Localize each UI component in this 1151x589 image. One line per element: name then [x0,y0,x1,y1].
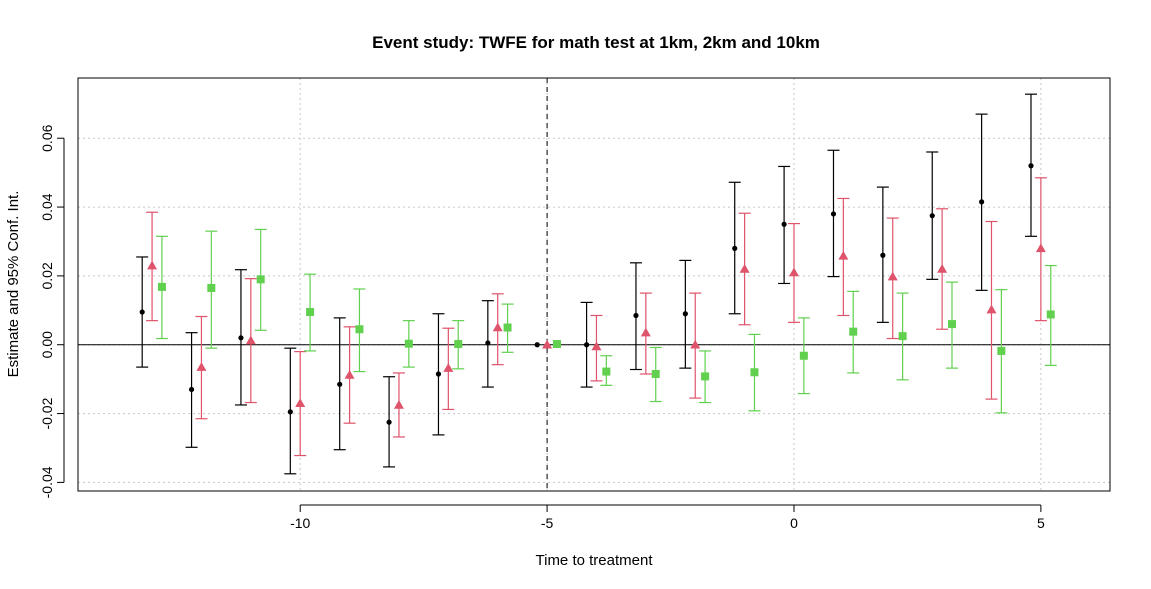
point-estimate [238,335,244,341]
plot-frame [77,77,1111,492]
y-tick-label: 0.00 [39,331,55,358]
point-estimate [147,260,158,270]
point-estimate [337,381,343,387]
point-estimate [739,264,750,273]
point-estimate [404,339,413,348]
point-estimate [682,311,688,317]
point-estimate [1028,163,1034,169]
point-estimate [188,386,195,393]
point-estimate [386,419,392,425]
point-estimate [986,304,997,314]
point-estimate [393,399,404,409]
point-estimate [256,275,265,284]
reference-lines [78,78,1110,491]
point-estimate [997,346,1006,355]
y-tick-label: 0.04 [39,193,55,220]
y-tick-label: -0.02 [39,397,55,429]
point-estimate [207,283,216,292]
point-estimate [443,363,454,372]
series-layer [136,93,1057,475]
point-estimate [732,245,738,251]
y-tick-label: 0.02 [39,262,55,289]
point-estimate [701,372,710,381]
point-estimate [295,398,306,407]
grid [78,78,1110,491]
point-estimate [979,199,985,205]
point-estimate [196,362,207,371]
point-estimate [898,332,907,341]
y-axis-label: Estimate and 95% Conf. Int. [5,191,22,378]
point-estimate [157,282,166,291]
point-estimate [485,340,491,346]
x-axis-label: Time to treatment [536,552,654,569]
x-tick-label: 5 [1037,515,1045,531]
point-estimate [602,367,611,376]
point-estimate [542,339,553,349]
y-tick-label: 0.06 [39,124,55,151]
point-estimate [781,221,787,227]
x-tick-label: 0 [790,515,798,531]
point-estimate [838,250,849,260]
x-tick-label: -10 [290,515,310,531]
point-estimate [651,369,660,378]
point-estimate [788,267,799,277]
point-estimate [435,371,442,377]
point-estimate [633,312,639,319]
point-estimate [799,351,808,360]
axes: -10 -5 0 5 -0.04 -0.02 0.00 0.02 0.04 0.06 [39,124,1045,531]
point-estimate [287,409,293,415]
point-estimate [640,327,651,337]
point-estimate [454,340,463,349]
point-estimate [830,211,837,217]
point-estimate [492,322,503,332]
point-estimate [1046,310,1055,319]
point-estimate [750,368,759,377]
chart-title: Event study: TWFE for math test at 1km, … [372,33,820,52]
y-tick-label: -0.04 [39,466,55,498]
point-estimate [880,252,886,258]
point-estimate [245,335,256,345]
x-tick-label: -5 [541,515,554,531]
point-estimate [306,308,315,317]
point-estimate [690,339,701,349]
point-estimate [1035,243,1046,253]
point-estimate [552,340,561,349]
point-estimate [583,342,590,348]
point-estimate [591,341,602,351]
point-estimate [849,327,858,336]
point-estimate [344,370,355,379]
point-estimate [139,309,145,315]
point-estimate [947,320,956,329]
point-estimate [534,342,540,348]
point-estimate [887,271,898,281]
point-estimate [503,323,512,332]
point-estimate [355,325,364,334]
point-estimate [929,213,935,219]
point-estimate [937,264,948,273]
